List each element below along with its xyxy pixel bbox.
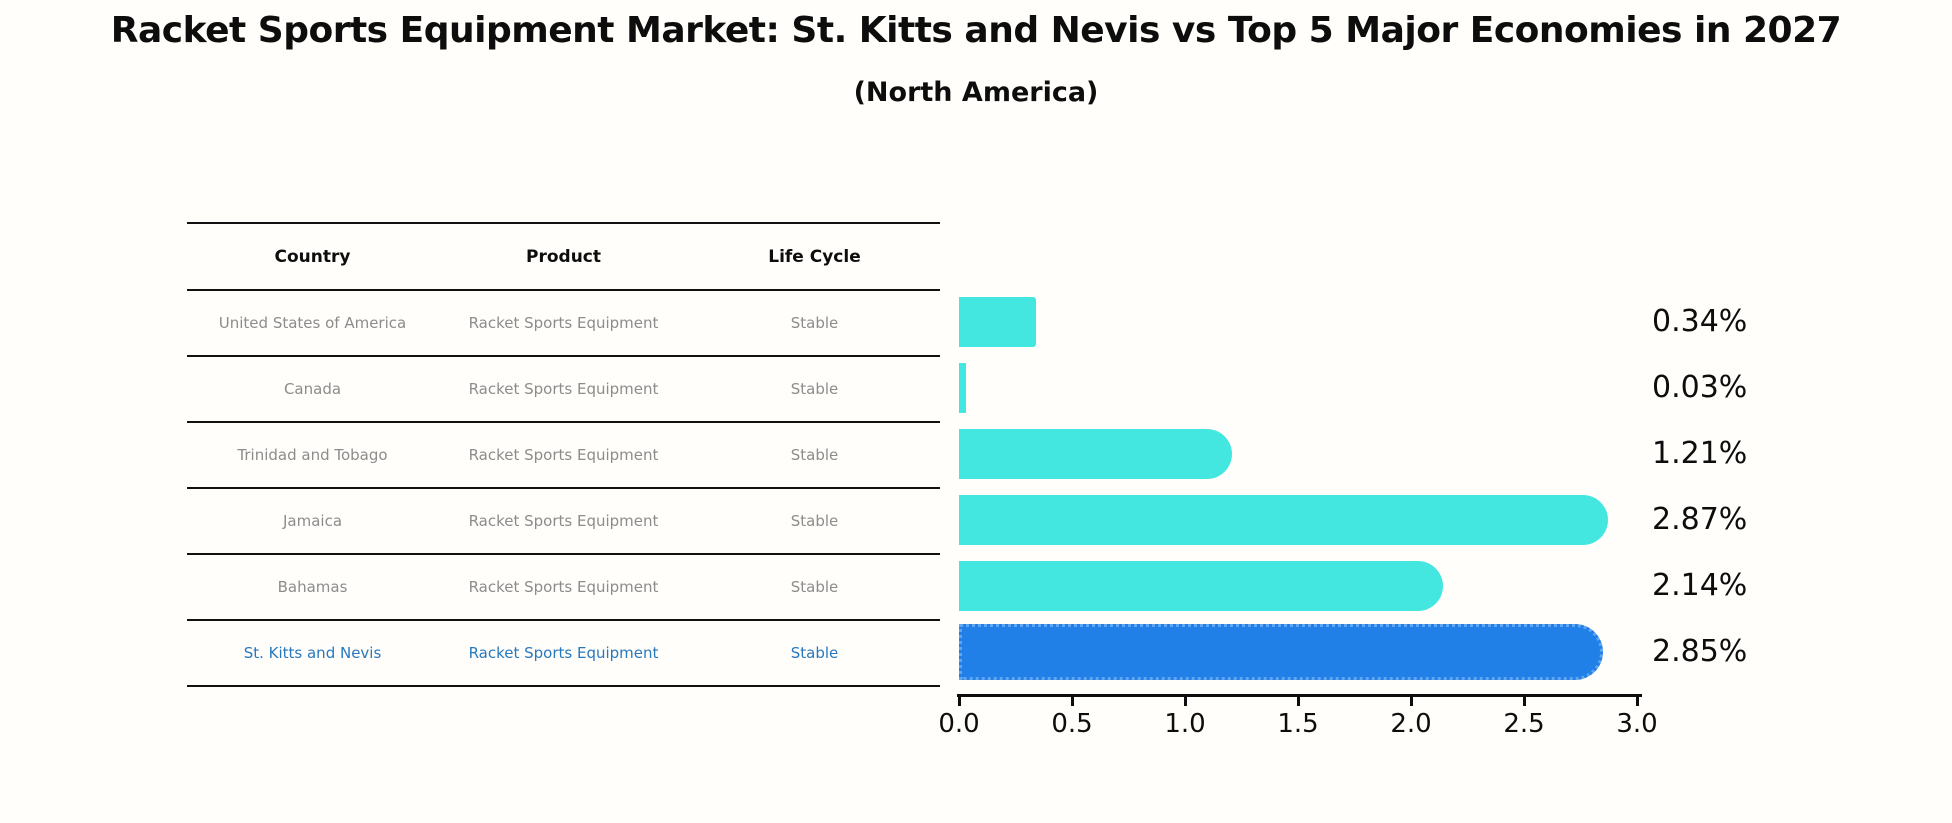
x-axis-tick-label-1.0: 1.0	[1164, 709, 1206, 739]
x-axis	[957, 694, 1642, 697]
bar-bahamas	[959, 561, 1443, 611]
table-header-row: Country Product Life Cycle	[187, 224, 940, 291]
value-label-united-states-of-america: 0.34%	[1652, 304, 1748, 339]
cell-country: Trinidad and Tobago	[237, 446, 388, 464]
col-header-product: Product	[526, 246, 601, 267]
table-row-jamaica: Jamaica Racket Sports Equipment Stable	[187, 489, 940, 555]
bar-jamaica	[959, 495, 1608, 545]
cell-life-cycle: Stable	[790, 512, 839, 530]
cell-life-cycle: Stable	[790, 446, 839, 464]
table-row-trinidad-and-tobago: Trinidad and Tobago Racket Sports Equipme…	[187, 423, 940, 489]
x-axis-tick-1.5	[1297, 697, 1300, 706]
value-label-st-kitts-and-nevis: 2.85%	[1652, 634, 1748, 669]
table-row-st-kitts-and-nevis: St. Kitts and Nevis Racket Sports Equipme…	[187, 621, 940, 687]
bar-united-states-of-america	[959, 297, 1036, 347]
value-label-canada: 0.03%	[1652, 370, 1748, 405]
x-axis-tick-label-2.5: 2.5	[1503, 709, 1545, 739]
col-header-country: Country	[274, 246, 351, 267]
cell-product: Racket Sports Equipment	[468, 644, 659, 662]
x-axis-tick-label-3.0: 3.0	[1616, 709, 1658, 739]
x-axis-tick-label-0.0: 0.0	[938, 709, 980, 739]
cell-country: Canada	[283, 380, 342, 398]
cell-product: Racket Sports Equipment	[468, 380, 659, 398]
table-row-united-states-of-america: United States of America Racket Sports Eq…	[187, 291, 940, 357]
cell-product: Racket Sports Equipment	[468, 578, 659, 596]
table-row-canada: Canada Racket Sports Equipment Stable	[187, 357, 940, 423]
bar-trinidad-and-tobago	[959, 429, 1232, 479]
cell-life-cycle: Stable	[790, 380, 839, 398]
cell-life-cycle: Stable	[790, 314, 839, 332]
x-axis-tick-label-2.0: 2.0	[1390, 709, 1432, 739]
chart-title: Racket Sports Equipment Market: St. Kitt…	[110, 10, 1842, 51]
value-label-bahamas: 2.14%	[1652, 568, 1748, 603]
cell-country: St. Kitts and Nevis	[243, 644, 382, 662]
data-table: Country Product Life Cycle United States…	[187, 222, 940, 687]
value-label-jamaica: 2.87%	[1652, 502, 1748, 537]
cell-product: Racket Sports Equipment	[468, 446, 659, 464]
col-header-life-cycle: Life Cycle	[768, 246, 861, 267]
chart-subtitle: (North America)	[853, 77, 1099, 108]
value-label-trinidad-and-tobago: 1.21%	[1652, 436, 1748, 471]
cell-product: Racket Sports Equipment	[468, 314, 659, 332]
bar-st-kitts-and-nevis	[959, 624, 1603, 680]
x-axis-tick-label-0.5: 0.5	[1051, 709, 1093, 739]
cell-country: United States of America	[218, 314, 407, 332]
cell-country: Bahamas	[277, 578, 348, 596]
bar-canada	[959, 363, 966, 413]
x-axis-tick-label-1.5: 1.5	[1277, 709, 1319, 739]
x-axis-tick-0.0	[958, 697, 961, 706]
x-axis-tick-1.0	[1184, 697, 1187, 706]
cell-life-cycle: Stable	[790, 578, 839, 596]
x-axis-tick-0.5	[1071, 697, 1074, 706]
x-axis-tick-3.0	[1636, 697, 1639, 706]
x-axis-tick-2.0	[1410, 697, 1413, 706]
x-axis-tick-2.5	[1523, 697, 1526, 706]
table-row-bahamas: Bahamas Racket Sports Equipment Stable	[187, 555, 940, 621]
cell-product: Racket Sports Equipment	[468, 512, 659, 530]
cell-life-cycle: Stable	[790, 644, 839, 662]
cell-country: Jamaica	[282, 512, 343, 530]
